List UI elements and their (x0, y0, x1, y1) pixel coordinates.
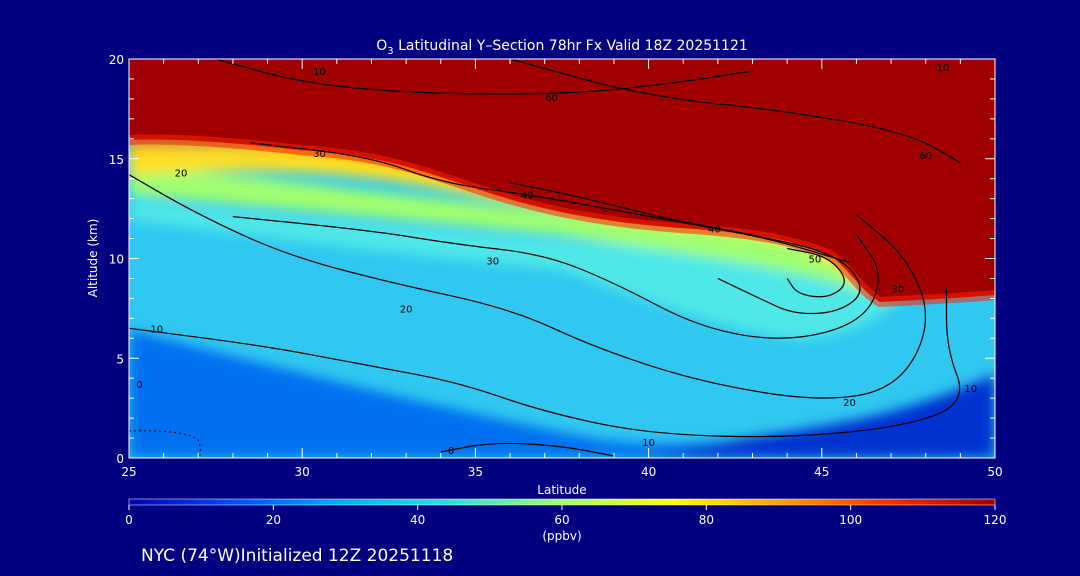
colorbar (128, 498, 996, 506)
contour-line-20 (129, 174, 927, 399)
x-tick-label: 50 (987, 465, 1002, 479)
contour-label: 60 (545, 93, 558, 104)
contour-line-40 (509, 182, 861, 315)
x-tick-label: 25 (121, 465, 136, 479)
field-red-edge (129, 134, 995, 308)
contour-line-0 (440, 442, 615, 457)
y-tick-label: 15 (109, 153, 124, 167)
contour-label: 10 (150, 324, 163, 335)
contour-label: 30 (313, 149, 326, 160)
contour-label: 10 (642, 438, 655, 449)
x-tick-label: 35 (468, 465, 483, 479)
colorbar-ticks: 0 20 40 60 80 100 120 (125, 505, 1006, 527)
contour-label: 10 (937, 63, 950, 74)
contour-line-10 (129, 288, 961, 438)
contour-label: 0 (136, 380, 142, 391)
contour-label: 20 (843, 398, 856, 409)
y-tick-label: 20 (109, 53, 124, 67)
contour-lines (129, 59, 961, 457)
x-tick-label: 30 (295, 465, 310, 479)
contour-label: 20 (175, 169, 188, 180)
colorbar-unit-label: (ppbv) (542, 529, 581, 543)
colorbar-tick-label: 80 (699, 513, 714, 527)
chart-title: O3 Latitudinal Y–Section 78hr Fx Valid 1… (376, 38, 748, 57)
x-tick-label: 45 (814, 465, 829, 479)
y-tick-label: 10 (109, 253, 124, 267)
y-axis-label: Altitude (km) (86, 219, 100, 298)
field-green (129, 168, 900, 300)
footer-caption: NYC (74°W)Initialized 12Z 20251118 (141, 546, 453, 566)
contour-label: 0 (448, 446, 454, 457)
field-low-blue (129, 330, 995, 458)
y-tick-label: 5 (116, 352, 124, 366)
contour-label: 30 (486, 256, 499, 267)
contour-label: 10 (313, 67, 326, 78)
heatmap-field (129, 59, 995, 458)
colorbar-tick-label: 0 (125, 513, 133, 527)
x-tick-label: 40 (641, 465, 656, 479)
y-tick-label: 0 (116, 452, 124, 466)
y-axis: 0 5 10 15 20 (109, 53, 995, 466)
colorbar-tick-label: 20 (266, 513, 281, 527)
x-axis-label: Latitude (537, 483, 586, 497)
contour-label: 40 (708, 225, 721, 236)
x-axis: 25 30 35 40 45 50 (121, 59, 1003, 479)
contour-label: 60 (919, 151, 932, 162)
field-mid-cyan (129, 200, 900, 340)
contour-label: 50 (809, 255, 822, 266)
contour-label: 30 (892, 284, 905, 295)
contour-line-50 (786, 247, 845, 298)
contour-label: 10 (964, 384, 977, 395)
contour-line-60 (250, 142, 850, 264)
contour-label: 40 (521, 191, 534, 202)
contour-label: 20 (400, 304, 413, 315)
contour-line-60 (509, 59, 961, 164)
field-surface-blue (640, 375, 995, 458)
contour-labels: 20 30 40 40 50 30 20 10 0 0 10 20 30 10 10 60 60 10 (136, 63, 977, 457)
colorbar-tick-label: 60 (554, 513, 569, 527)
contour-line-30 (232, 216, 879, 339)
dotted-contour (128, 430, 201, 459)
colorbar-tick-label: 100 (839, 513, 862, 527)
contour-line-10 (215, 59, 753, 95)
colorbar-tick-label: 40 (410, 513, 425, 527)
colorbar-tick-label: 120 (984, 513, 1007, 527)
field-high-red (129, 59, 995, 302)
